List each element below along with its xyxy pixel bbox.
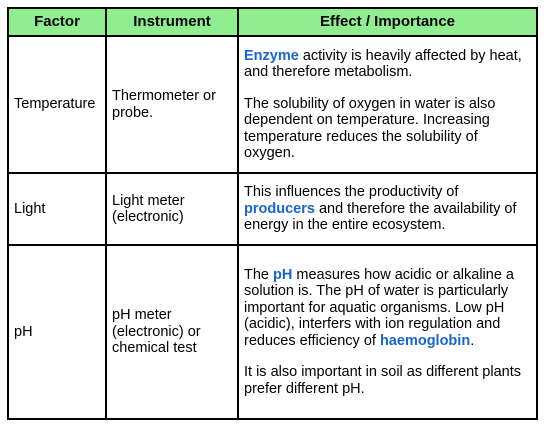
effect-paragraph: The pH measures how acidic or alkaline a… xyxy=(244,267,531,350)
instrument-cell: Thermometer or probe. xyxy=(105,35,239,174)
effect-paragraph: It is also important in soil as differen… xyxy=(244,364,521,397)
keyword-ph: pH xyxy=(273,266,293,283)
effect-text: activity is heavily affected by heat, an… xyxy=(244,47,522,81)
table-row: Temperature Thermometer or probe. Enzyme… xyxy=(7,35,538,174)
effect-cell: The pH measures how acidic or alkaline a… xyxy=(237,244,538,420)
effect-text: The xyxy=(244,266,274,283)
instrument-cell: Light meter (electronic) xyxy=(105,172,239,246)
header-instrument: Instrument xyxy=(105,7,239,37)
keyword-haemoglobin: haemoglobin xyxy=(379,332,471,349)
effect-cell: This influences the productivity of prod… xyxy=(237,172,538,246)
factor-cell: Temperature xyxy=(7,35,107,174)
factor-cell: Light xyxy=(7,172,107,246)
effect-text: measures how acidic or alkaline a soluti… xyxy=(244,266,514,349)
table-row: pH pH meter (electronic) or chemical tes… xyxy=(7,244,538,420)
effect-text: . xyxy=(470,332,475,349)
header-factor: Factor xyxy=(7,7,107,37)
table-row: Light Light meter (electronic) This infl… xyxy=(7,172,538,246)
effect-text: and therefore the availability of energy… xyxy=(244,200,517,234)
effect-paragraph: Enzyme activity is heavily affected by h… xyxy=(244,48,531,81)
header-effect: Effect / Importance xyxy=(237,7,538,37)
effect-text: This influences the productivity of xyxy=(244,184,459,201)
effect-paragraph: The solubility of oxygen in water is als… xyxy=(244,95,496,162)
effect-cell: Enzyme activity is heavily affected by h… xyxy=(237,35,538,174)
effect-paragraph: This influences the productivity of prod… xyxy=(244,184,531,234)
factor-cell: pH xyxy=(7,244,107,420)
keyword-producers: producers xyxy=(244,200,315,217)
header-row: Factor Instrument Effect / Importance xyxy=(7,7,538,37)
keyword-enzyme: Enzyme xyxy=(244,47,299,64)
instrument-cell: pH meter (electronic) or chemical test xyxy=(105,244,239,420)
factors-table: Factor Instrument Effect / Importance Te… xyxy=(7,7,538,420)
